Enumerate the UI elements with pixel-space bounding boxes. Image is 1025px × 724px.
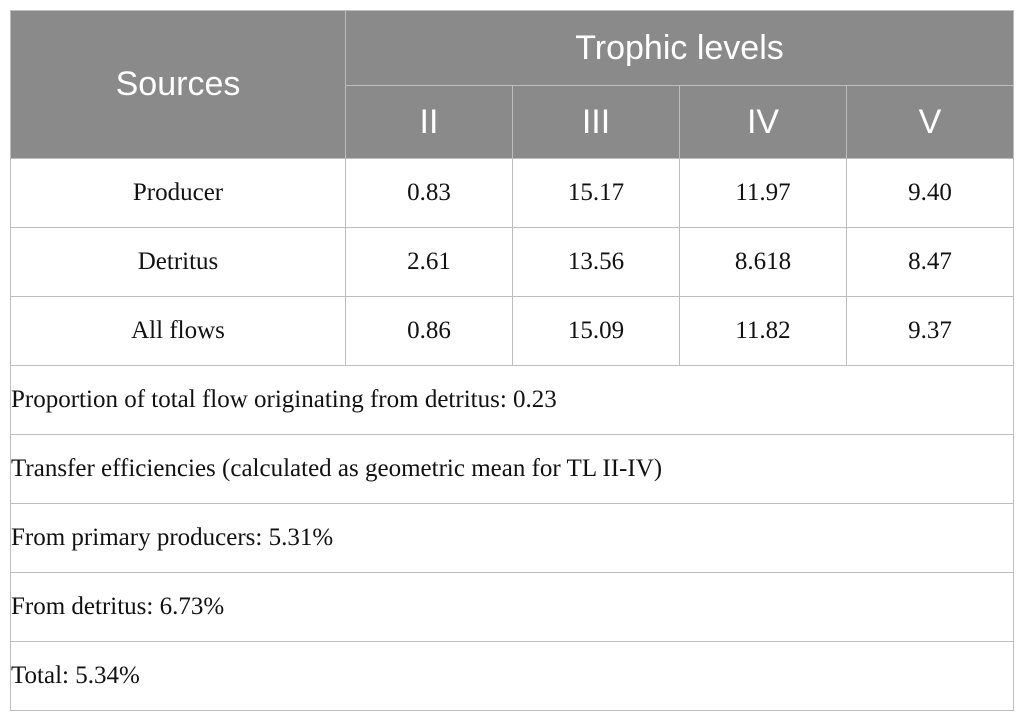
header-row: Sources Trophic levels [10,10,1015,159]
trophic-levels-header: Trophic levels [344,10,1015,86]
value-cell: 2.61 [345,227,513,297]
value-cell: 9.40 [845,158,1015,228]
trophic-levels-table: Sources Trophic levels II III IV V Produ… [9,10,1015,711]
sources-header: Sources [10,10,346,159]
value-cell: 8.618 [679,227,847,297]
level-header-iii: III [512,85,680,159]
table-row-producer: Producer 0.83 15.17 11.97 9.40 [10,158,1015,228]
level-header-v: V [845,85,1015,159]
note-row-from-detritus: From detritus: 6.73% [9,572,1015,642]
note-cell: Total: 5.34% [9,641,1015,711]
level-header-ii: II [345,85,513,159]
value-cell: 0.83 [345,158,513,228]
source-cell: Producer [10,158,346,228]
note-row-primary-producers: From primary producers: 5.31% [9,503,1015,573]
value-cell: 11.82 [679,296,847,366]
source-cell: Detritus [10,227,346,297]
value-cell: 15.09 [512,296,680,366]
value-cell: 13.56 [512,227,680,297]
note-cell: Transfer efficiencies (calculated as geo… [9,434,1015,504]
source-cell: All flows [10,296,346,366]
level-header-row: II III IV V [11,85,1015,159]
value-cell: 0.86 [345,296,513,366]
note-cell: From detritus: 6.73% [9,572,1015,642]
note-row-transfer-efficiencies: Transfer efficiencies (calculated as geo… [9,434,1015,504]
table-row-detritus: Detritus 2.61 13.56 8.618 8.47 [10,227,1015,297]
note-row-total: Total: 5.34% [9,641,1015,711]
note-cell: From primary producers: 5.31% [9,503,1015,573]
value-cell: 11.97 [679,158,847,228]
table-row-all-flows: All flows 0.86 15.09 11.82 9.37 [10,296,1015,366]
value-cell: 9.37 [845,296,1015,366]
value-cell: 15.17 [512,158,680,228]
note-row-detritus-proportion: Proportion of total flow originating fro… [9,365,1015,435]
note-cell: Proportion of total flow originating fro… [9,365,1015,435]
value-cell: 8.47 [845,227,1015,297]
level-header-iv: IV [679,85,847,159]
